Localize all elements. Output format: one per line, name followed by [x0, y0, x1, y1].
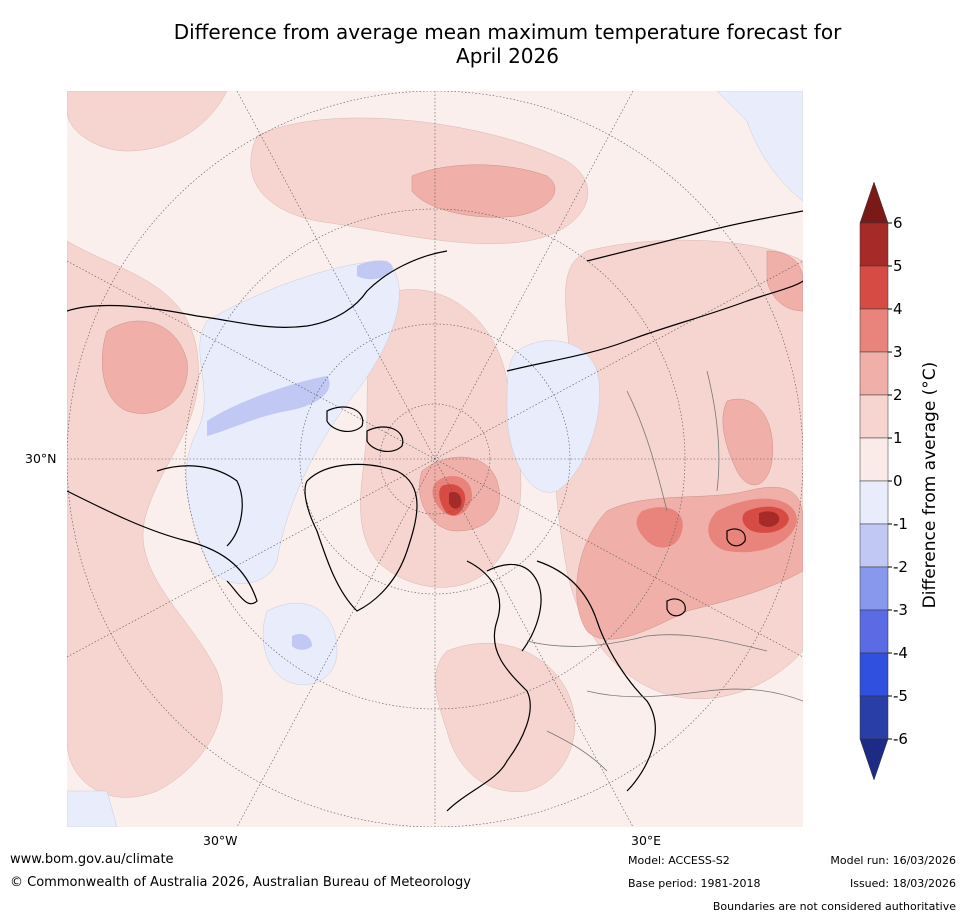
website-link[interactable]: www.bom.gov.au/climate: [10, 852, 174, 867]
anomaly-region-minus-1-2: [292, 634, 312, 650]
colorbar-tick-label: 4: [893, 300, 903, 318]
lon-label-30w: 30°W: [203, 833, 238, 848]
colorbar-swatch: [859, 308, 889, 353]
colorbar-tick-label: 2: [893, 386, 903, 404]
colorbar-swatch: [859, 652, 889, 697]
anomaly-region-minus-1-2: [207, 376, 330, 436]
anomaly-region-1-2: [435, 643, 576, 792]
forecast-map[interactable]: [67, 91, 803, 827]
colorbar-tick-label: -4: [893, 644, 908, 662]
lat-label-30n: 30°N: [25, 451, 57, 466]
colorbar-tick-label: 0: [893, 472, 903, 490]
colorbar-swatches: [859, 181, 889, 781]
colorbar-tick-label: -1: [893, 515, 908, 533]
issued-date: Issued: 18/03/2026: [849, 877, 956, 890]
country-borders: [526, 370, 803, 772]
colorbar-swatch: [859, 566, 889, 611]
anomaly-region-minus-0-1: [67, 790, 118, 827]
boundaries-disclaimer: Boundaries are not considered authoritat…: [712, 900, 956, 913]
map-svg: [67, 91, 803, 827]
anomaly-region-1-2: [67, 91, 228, 152]
colorbar-swatch: [859, 351, 889, 396]
colorbar-tick-label: 3: [893, 343, 903, 361]
copyright-notice: © Commonwealth of Australia 2026, Austra…: [10, 875, 471, 890]
base-period: Base period: 1981-2018: [628, 877, 761, 890]
colorbar-tick-label: -6: [893, 730, 908, 748]
anomaly-region-5-6: [449, 491, 462, 509]
colorbar-tick-label: 5: [893, 257, 903, 275]
anomaly-region-minus-0-1: [716, 91, 803, 202]
colorbar-extend-min: [859, 738, 889, 781]
colorbar-tick-label: 1: [893, 429, 903, 447]
lon-label-30e: 30°E: [631, 833, 662, 848]
colorbar-tick-label: -5: [893, 687, 908, 705]
title-line-1: Difference from average mean maximum tem…: [173, 20, 842, 44]
anomaly-region-minus-1-2: [357, 260, 393, 280]
model-name: Model: ACCESS-S2: [628, 854, 730, 867]
chart-title: Difference from average mean maximum tem…: [60, 20, 955, 68]
colorbar-swatch: [859, 695, 889, 740]
anomaly-region-2-3: [101, 320, 188, 414]
model-run-date: Model run: 16/03/2026: [830, 854, 956, 867]
colorbar: 6 5 4 3 2 1 0 -1 -2 -3 -4 -5 -6 Difference from aver…: [859, 181, 940, 781]
colorbar-tick-label: -2: [893, 558, 908, 576]
coastlines: [67, 210, 803, 812]
colorbar-ticks: 6 5 4 3 2 1 0 -1 -2 -3 -4 -5 -6: [888, 214, 908, 748]
colorbar-swatch: [859, 480, 889, 525]
colorbar-swatch: [859, 394, 889, 439]
anomaly-region-5-6: [759, 511, 780, 527]
graticule: [67, 91, 803, 827]
colorbar-swatch: [859, 265, 889, 310]
colorbar-extend-max: [859, 181, 889, 224]
anomaly-region-3-4: [636, 507, 683, 548]
anomaly-region-2-3: [411, 164, 556, 218]
colorbar-swatch: [859, 609, 889, 654]
anomaly-region-minus-0-1: [506, 340, 600, 493]
colorbar-swatch: [859, 523, 889, 568]
colorbar-tick-label: 6: [893, 214, 903, 232]
colorbar-tick-label: -3: [893, 601, 908, 619]
anomaly-region-2-3: [766, 250, 803, 312]
anomaly-region-2-3: [722, 398, 774, 486]
colorbar-swatch: [859, 437, 889, 482]
title-line-2: April 2026: [456, 44, 559, 68]
colorbar-swatch: [859, 222, 889, 267]
colorbar-label: Difference from average (°C): [920, 362, 940, 609]
